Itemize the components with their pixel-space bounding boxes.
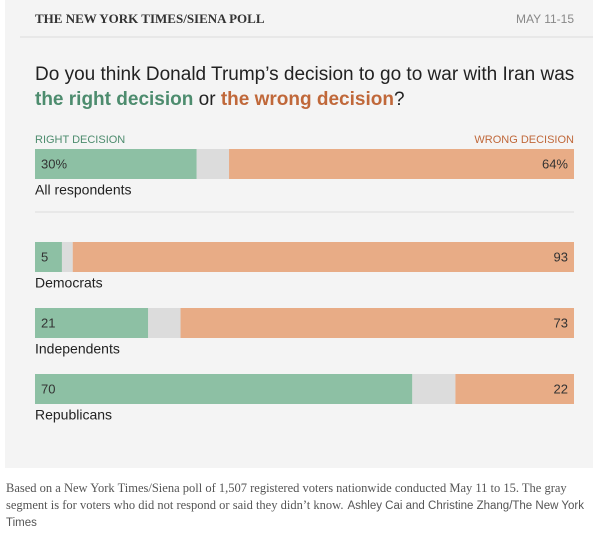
category-label: Independents [35,341,120,357]
credit: Ashley Cai and Christine Zhang/The New Y… [6,499,584,530]
source: THE NEW YORK TIMES/SIENA POLL [35,11,265,26]
title-end: ? [394,89,405,110]
bar-segment [196,149,230,179]
note: Based on a New York Times/Siena poll of … [6,481,567,512]
title: Do you think Donald Trump’s decision to … [35,64,574,85]
chart: THE NEW YORK TIMES/SIENA POLL MAY 11-15 … [5,0,593,468]
value-label: 21 [41,315,55,330]
bar-segment [229,149,575,179]
date: MAY 11-15 [516,12,574,26]
value-label: 64% [542,156,568,171]
bar-segment [35,242,62,272]
legend-wrong: WRONG DECISION [474,134,574,146]
footer: Based on a New York Times/Siena poll of … [6,480,586,532]
bar-segment [35,308,149,338]
bar-segment [412,374,456,404]
value-label: 5 [41,249,48,264]
category-label: All respondents [35,182,132,198]
title-line: the right decision or the wrong decision… [35,89,405,110]
bar-segment [35,374,413,404]
legend-right: RIGHT DECISION [35,134,125,146]
value-label: 73 [554,315,568,330]
bar-segment [180,308,574,338]
value-label: 70 [41,381,55,396]
title-right: the right decision [35,89,193,110]
value-label: 30% [41,156,67,171]
category-label: Republicans [35,407,112,423]
value-label: 22 [554,381,568,396]
category-label: Democrats [35,275,103,291]
title-or: or [199,89,217,110]
value-label: 93 [554,249,568,264]
title-wrong: the wrong decision [221,89,394,110]
bar-segment [148,308,181,338]
bar-segment [61,242,73,272]
bar-segment [72,242,574,272]
bar-segment [455,374,574,404]
bar-segment [35,149,197,179]
